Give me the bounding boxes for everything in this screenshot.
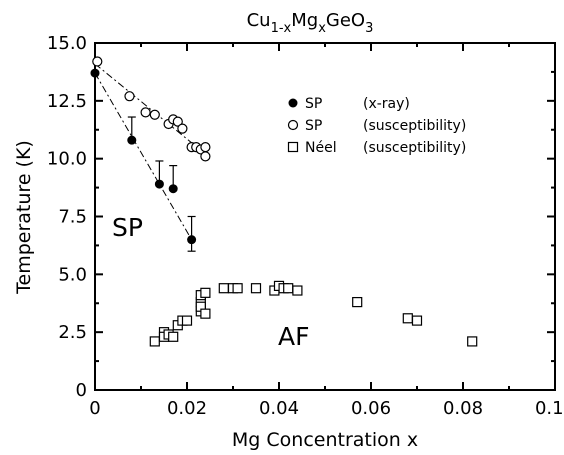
data-point-neel-susceptibility (200, 308, 211, 319)
data-point-neel-susceptibility (467, 336, 478, 347)
title-part-d: x (318, 21, 326, 36)
x-tick-label: 0.08 (443, 398, 483, 419)
annotation-af: AF (278, 322, 309, 351)
y-tick-label: 7.5 (58, 207, 87, 228)
data-point-neel-susceptibility (200, 287, 211, 298)
title-part-b: 1-x (271, 21, 292, 36)
y-tick-label: 2.5 (58, 322, 87, 343)
legend-method-neel: (susceptibility) (363, 140, 466, 156)
legend-name-sp-xray: SP (305, 96, 322, 112)
data-point-sp-susceptibility (140, 107, 151, 118)
data-point-neel-susceptibility (218, 283, 229, 294)
y-axis-label: Temperature (K) (13, 140, 35, 295)
legend-method-sp-xray: (x-ray) (363, 96, 410, 112)
title-part-a: Cu (247, 10, 271, 31)
data-point-neel-susceptibility (181, 315, 193, 326)
legend: SP (x-ray) SP (susceptibility) Néel (sus… (287, 96, 466, 156)
axis-ticks: 0 0.02 0.04 0.06 0.08 0.10 0 2.5 5.0 7.5 10.0 12.5 1… (47, 33, 564, 419)
data-marks (90, 56, 478, 347)
annotation-sp: SP (112, 213, 143, 242)
legend-name-sp-susc: SP (305, 118, 322, 134)
data-point-neel-susceptibility (411, 315, 423, 326)
legend-marker-sp-susc (287, 119, 299, 131)
fit-line (94, 63, 206, 155)
x-tick-label: 0 (89, 398, 100, 419)
fit-line (94, 72, 193, 240)
data-point-sp-susceptibility (200, 142, 211, 153)
y-tick-label: 12.5 (47, 91, 87, 112)
data-point-sp-susceptibility (92, 56, 103, 67)
y-tick-label: 15.0 (47, 33, 87, 54)
data-point-sp-xray (187, 235, 197, 245)
legend-marker-neel (287, 141, 299, 153)
chart-title: Cu1-xMgxGeO3 (247, 10, 374, 36)
x-tick-label: 0.04 (259, 398, 299, 419)
title-part-c: Mg (291, 10, 318, 31)
data-point-neel-susceptibility (292, 285, 303, 296)
data-point-sp-susceptibility (172, 116, 183, 127)
data-point-sp-susceptibility (200, 151, 211, 162)
data-point-neel-susceptibility (250, 283, 262, 294)
fit-lines (94, 63, 206, 240)
x-tick-label: 0.10 (535, 398, 564, 419)
y-tick-label: 0 (76, 380, 87, 401)
data-point-neel-susceptibility (283, 283, 294, 294)
y-tick-label: 10.0 (47, 149, 87, 170)
data-point-neel-susceptibility (168, 331, 179, 342)
data-point-sp-xray (90, 68, 100, 78)
title-part-e: GeO (326, 10, 365, 31)
data-point-sp-xray (127, 135, 137, 145)
data-point-sp-xray (154, 179, 164, 189)
x-tick-label: 0.02 (167, 398, 207, 419)
data-point-neel-susceptibility (352, 296, 363, 308)
data-point-neel-susceptibility (402, 313, 413, 324)
title-part-f: 3 (365, 21, 373, 36)
data-point-sp-xray (168, 184, 178, 194)
data-point-neel-susceptibility (149, 336, 160, 347)
y-tick-label: 5.0 (58, 264, 87, 285)
x-tick-label: 0.06 (351, 398, 391, 419)
data-point-sp-susceptibility (177, 123, 188, 134)
data-point-sp-susceptibility (149, 109, 160, 120)
x-axis-label: Mg Concentration x (232, 429, 418, 451)
legend-name-neel: Néel (305, 140, 337, 156)
data-point-sp-susceptibility (124, 91, 135, 102)
data-point-neel-susceptibility (232, 283, 243, 294)
legend-method-sp-susc: (susceptibility) (363, 118, 466, 134)
legend-marker-sp-xray (288, 98, 298, 108)
